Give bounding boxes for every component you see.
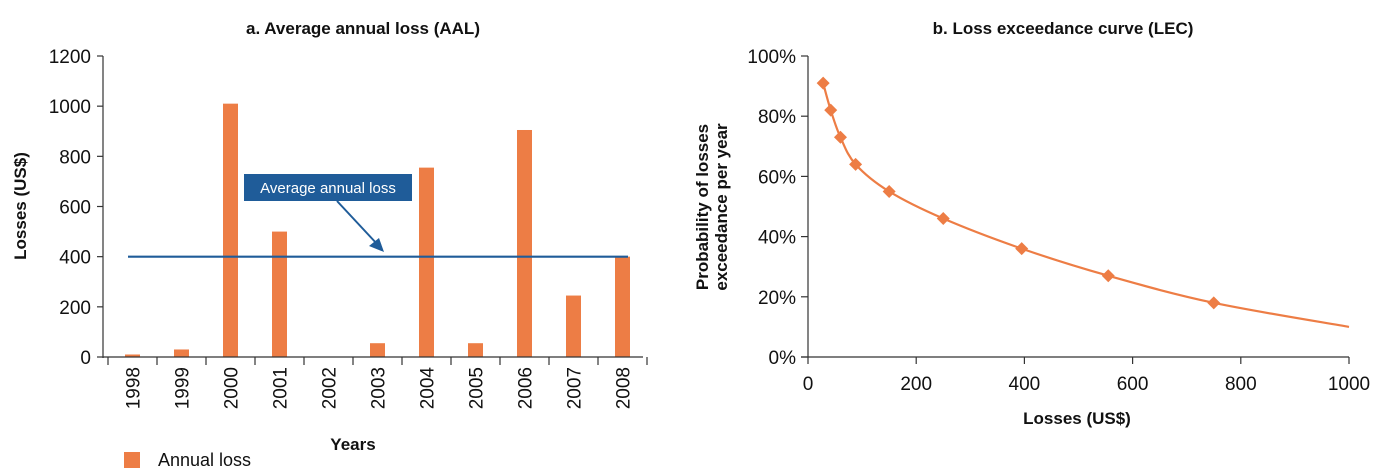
lec-marker-3: [849, 157, 863, 171]
lec-marker-5: [936, 212, 950, 226]
lec-marker-2: [833, 130, 847, 144]
chart-b-x-tick-label: 600: [1117, 374, 1149, 395]
average-annotation-label: Average annual loss: [260, 180, 396, 197]
lec-marker-7: [1101, 269, 1115, 283]
chart-b-y-axis-label-line-2: exceedance per year: [712, 123, 731, 291]
chart-b-x-tick-label: 200: [900, 374, 932, 395]
chart-a-x-tick-label: 2001: [271, 367, 292, 409]
chart-a-x-tick-label: 2006: [516, 367, 537, 409]
bar-1999: [174, 349, 189, 357]
lec-marker-4: [882, 184, 896, 198]
chart-a-y-ticks: 0 200 400 600 800 1000 1200: [49, 47, 103, 369]
legend-label-annual-loss: Annual loss: [158, 450, 251, 470]
chart-a-title: a. Average annual loss (AAL): [246, 19, 480, 38]
chart-b-y-tick-label: 100%: [747, 47, 796, 68]
chart-a-x-tick-label: 2003: [369, 367, 390, 409]
chart-a-x-tick-label: 2002: [320, 367, 341, 409]
chart-b-y-tick-label: 0%: [769, 348, 797, 369]
chart-b-x-tick-label: 1000: [1328, 374, 1370, 395]
average-annotation-box: [244, 174, 412, 201]
chart-a-y-tick-label: 1000: [49, 97, 91, 118]
chart-a-y-tick-label: 600: [59, 198, 91, 219]
chart-a-x-tick-label: 1999: [173, 367, 194, 409]
chart-a-y-tick-label: 800: [59, 147, 91, 168]
bar-2004: [419, 167, 434, 357]
bar-2006: [517, 129, 532, 357]
chart-b: b. Loss exceedance curve (LEC) Probabili…: [693, 19, 1370, 428]
chart-b-y-tick-label: 60%: [758, 167, 796, 188]
chart-b-markers: [816, 76, 1221, 310]
chart-b-y-tick-label: 40%: [758, 228, 796, 249]
legend-swatch-annual-loss: [124, 452, 140, 468]
bar-2003: [370, 343, 385, 357]
chart-a-x-tick-label: 1998: [124, 367, 145, 409]
chart-b-y-tick-label: 20%: [758, 288, 796, 309]
lec-marker-1: [824, 103, 838, 117]
bar-2001: [272, 231, 287, 357]
chart-b-x-tick-label: 400: [1009, 374, 1041, 395]
chart-b-x-axis-label: Losses (US$): [1023, 409, 1131, 428]
chart-a-y-axis-label: Losses (US$): [11, 152, 30, 260]
chart-b-x-ticks: 0 200 400 600 800 1000: [803, 357, 1370, 395]
chart-a-x-ticks: 1998 1999 2000 2001 2002 2003 2004 2005 2006 2007…: [107, 357, 648, 410]
chart-b-y-axis-label-line-1: Probability of losses: [693, 124, 712, 290]
chart-a: a. Average annual loss (AAL) Losses (US$…: [11, 19, 648, 470]
lec-marker-0: [816, 76, 830, 90]
bar-2005: [468, 343, 483, 357]
chart-a-bars: [125, 103, 630, 358]
lec-marker-6: [1015, 242, 1029, 256]
chart-a-x-tick-label: 2005: [467, 367, 488, 409]
chart-a-x-tick-label: 2004: [418, 367, 439, 410]
loss-exceedance-curve: [822, 82, 1350, 328]
average-annotation-arrowhead: [369, 238, 384, 252]
chart-a-x-axis-label: Years: [330, 435, 375, 454]
bar-2008: [615, 256, 630, 357]
chart-b-y-tick-label: 80%: [758, 107, 796, 128]
chart-b-y-ticks: 0% 20% 40% 60% 80% 100%: [747, 47, 808, 369]
chart-b-x-tick-label: 800: [1225, 374, 1257, 395]
bar-1998: [125, 354, 140, 357]
chart-a-x-tick-label: 2000: [222, 367, 243, 409]
chart-a-y-tick-label: 200: [59, 298, 91, 319]
chart-a-x-tick-label: 2008: [614, 367, 635, 409]
chart-b-x-tick-label: 0: [803, 374, 814, 395]
chart-a-y-tick-label: 1200: [49, 47, 91, 68]
chart-a-y-tick-label: 0: [80, 348, 91, 369]
chart-b-title: b. Loss exceedance curve (LEC): [933, 19, 1194, 38]
chart-a-y-tick-label: 400: [59, 248, 91, 269]
average-annotation-arrow-line: [336, 200, 379, 246]
bar-2000: [223, 103, 238, 358]
bar-2007: [566, 295, 581, 357]
lec-marker-8: [1207, 296, 1221, 310]
chart-a-x-tick-label: 2007: [565, 367, 586, 409]
